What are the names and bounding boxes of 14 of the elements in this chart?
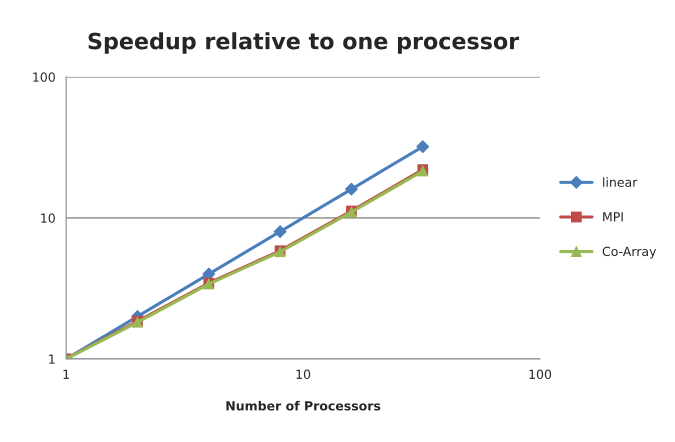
y-tick-label: 10: [41, 213, 55, 223]
point: [274, 225, 287, 238]
y-tick-label: 100: [33, 72, 55, 82]
chart-title: Speedup relative to one processor: [88, 32, 520, 54]
legend-label: MPI: [603, 212, 623, 222]
point: [416, 140, 430, 154]
point: [345, 182, 358, 196]
x-axis-title: Number of Processors: [226, 400, 380, 411]
y-tick-label: 1: [49, 354, 55, 364]
x-tick-label: 10: [296, 370, 310, 379]
x-tick-label: 1: [64, 370, 69, 379]
legend-label: linear: [603, 177, 638, 187]
legend-label: Co-Array: [602, 246, 656, 259]
x-tick-label: 100: [529, 370, 552, 379]
